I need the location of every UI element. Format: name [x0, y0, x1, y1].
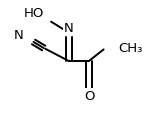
Text: N: N [64, 22, 74, 35]
Text: CH₃: CH₃ [118, 42, 143, 55]
Text: O: O [84, 90, 94, 103]
Text: N: N [14, 29, 24, 42]
Text: HO: HO [23, 7, 44, 20]
